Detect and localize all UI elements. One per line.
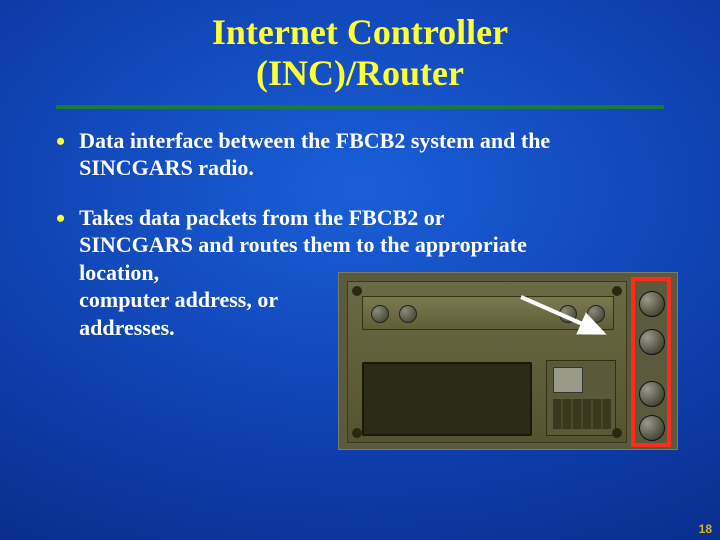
page-number: 18 xyxy=(699,522,712,536)
title-line-1: Internet Controller xyxy=(212,12,508,52)
bullet-1-text: Data interface between the FBCB2 system … xyxy=(79,127,664,182)
display-icon xyxy=(553,367,583,393)
screw-icon xyxy=(612,286,622,296)
bullet-dot-icon: • xyxy=(56,206,65,342)
bullet-dot-icon: • xyxy=(56,129,65,182)
equipment-photo xyxy=(338,272,678,450)
bullet-1: • Data interface between the FBCB2 syste… xyxy=(56,127,664,182)
keypad-icon xyxy=(553,399,611,429)
highlight-box xyxy=(631,277,671,447)
slide-title: Internet Controller (INC)/Router xyxy=(0,0,720,95)
bullet-2-tail: computer address, or addresses. xyxy=(79,286,329,341)
screw-icon xyxy=(352,428,362,438)
screw-icon xyxy=(612,428,622,438)
title-line-2: (INC)/Router xyxy=(256,53,464,93)
knob-icon xyxy=(399,305,417,323)
knob-icon xyxy=(587,305,605,323)
knob-icon xyxy=(559,305,577,323)
radio-chassis xyxy=(347,281,627,443)
screw-icon xyxy=(352,286,362,296)
empty-bay xyxy=(362,362,532,436)
knob-icon xyxy=(371,305,389,323)
chassis-top-rail xyxy=(362,296,614,330)
radio-faceplate xyxy=(546,360,616,436)
